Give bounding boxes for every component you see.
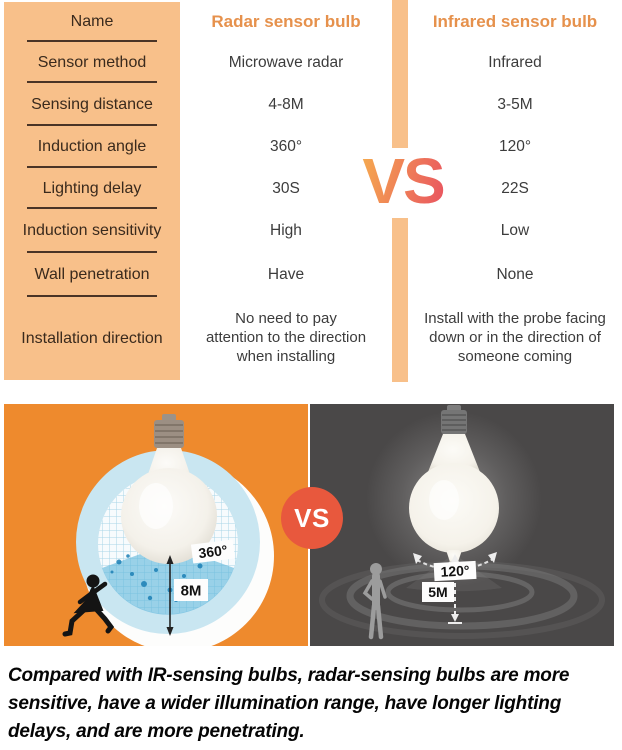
infrared-sensor-method: Infrared [488,53,542,71]
infrared-sensing-distance: 3-5M [497,95,533,113]
infrared-induction-angle: 120° [498,138,532,156]
radar-induction-sensitivity: High [270,222,302,240]
distance-arrow [166,555,174,636]
summary-caption: Compared with IR-sensing bulbs, radar-se… [8,665,570,742]
infrared-installation-direction: Install with the probe facing down or in… [424,310,606,365]
running-person-icon [62,574,115,637]
infrared-bulb-photo: 120° 5M [310,404,614,646]
svg-text:8M: 8M [181,583,202,600]
angle-120-label: 120° [433,560,477,582]
radar-sensing-distance: 4-8M [268,95,304,113]
row-label-wall-penetration: Wall penetration [4,253,180,297]
distance-5m-label: 5M [422,582,454,602]
radar-lighting-delay: 30S [272,179,300,197]
row-label-sensing-distance: Sensing distance [4,83,180,126]
infrared-bulb-illustration [409,405,499,568]
vs-gradient-text: VS [346,144,460,218]
row-label-induction-sensitivity: Induction sensitivity [4,209,180,253]
radar-wall-penetration: Have [267,266,305,284]
svg-text:360°: 360° [198,542,229,561]
infrared-column-header: Infrared sensor bulb [432,12,598,32]
row-label-induction-angle: Induction angle [4,126,180,168]
infrared-lighting-delay: 22S [501,179,529,197]
distance-8m-label: 8M [174,579,208,601]
angle-360-label: 360° [190,539,235,564]
row-label-name: Name [4,2,180,42]
infrared-wall-penetration: None [496,266,534,284]
radar-induction-angle: 360° [269,138,303,156]
radar-bulb-photo: 360° 8M [4,404,308,646]
infrared-induction-sensitivity: Low [500,222,530,240]
column-divider-bottom [392,218,408,382]
vs-badge: VS [281,487,343,549]
infrared-column: Infrared sensor bulb Infrared 3-5M 120° … [408,2,622,380]
radar-diagram: 360° 8M [62,414,274,646]
radar-sensor-method: Microwave radar [228,53,344,71]
radar-installation-direction: No need to pay attention to the directio… [205,310,367,365]
column-divider-top [392,0,408,148]
comparison-label-panel: Name Sensor method Sensing distance Indu… [4,2,180,380]
row-label-lighting-delay: Lighting delay [4,168,180,209]
radar-column: Radar sensor bulb Microwave radar 4-8M 3… [180,2,392,380]
row-label-sensor-method: Sensor method [4,42,180,83]
row-label-installation-direction: Installation direction [21,329,163,347]
svg-text:5M: 5M [428,584,447,600]
radar-column-header: Radar sensor bulb [211,12,361,32]
standing-person-icon [362,563,387,640]
infrared-diagram: 120° 5M [319,405,605,640]
svg-text:120°: 120° [440,562,470,579]
angle-arc [413,552,497,571]
radar-bulb-illustration [121,414,217,564]
